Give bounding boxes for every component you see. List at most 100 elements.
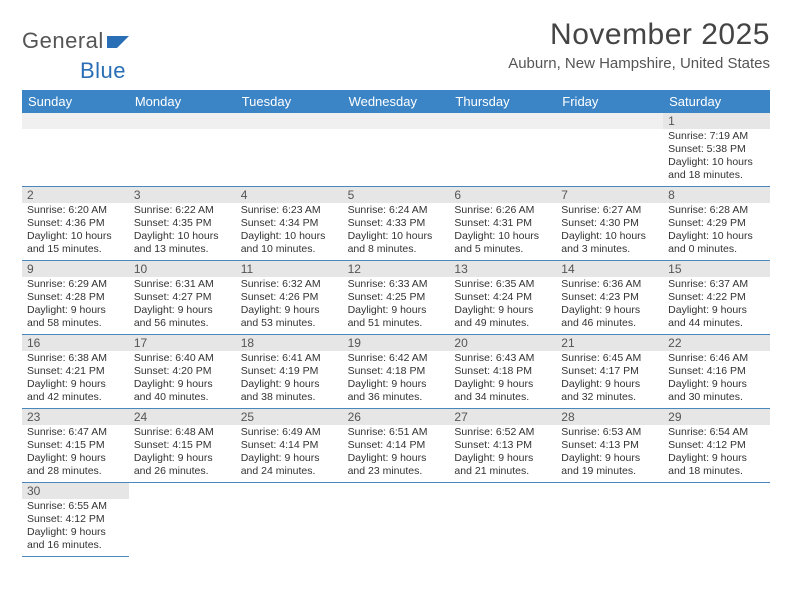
- sunrise-text: Sunrise: 6:52 AM: [454, 426, 551, 439]
- sunrise-text: Sunrise: 6:22 AM: [134, 204, 231, 217]
- day-body: Sunrise: 6:53 AMSunset: 4:13 PMDaylight:…: [556, 425, 663, 481]
- sunset-text: Sunset: 4:35 PM: [134, 217, 231, 230]
- day-body: Sunrise: 6:22 AMSunset: 4:35 PMDaylight:…: [129, 203, 236, 259]
- sunset-text: Sunset: 5:38 PM: [668, 143, 765, 156]
- daylight-text: Daylight: 9 hours and 21 minutes.: [454, 452, 551, 478]
- calendar-day: 5Sunrise: 6:24 AMSunset: 4:33 PMDaylight…: [343, 187, 450, 261]
- sunrise-text: Sunrise: 6:41 AM: [241, 352, 338, 365]
- daylight-text: Daylight: 10 hours and 5 minutes.: [454, 230, 551, 256]
- day-number: 22: [663, 335, 770, 351]
- daylight-text: Daylight: 9 hours and 18 minutes.: [668, 452, 765, 478]
- calendar-body: 1Sunrise: 7:19 AMSunset: 5:38 PMDaylight…: [22, 113, 770, 557]
- calendar-day: 18Sunrise: 6:41 AMSunset: 4:19 PMDayligh…: [236, 335, 343, 409]
- daylight-text: Daylight: 9 hours and 16 minutes.: [27, 526, 124, 552]
- sunrise-text: Sunrise: 6:35 AM: [454, 278, 551, 291]
- day-body: Sunrise: 6:27 AMSunset: 4:30 PMDaylight:…: [556, 203, 663, 259]
- day-number: 5: [343, 187, 450, 203]
- sunrise-text: Sunrise: 6:33 AM: [348, 278, 445, 291]
- day-number: 18: [236, 335, 343, 351]
- dayname-thu: Thursday: [449, 90, 556, 113]
- calendar-day: 15Sunrise: 6:37 AMSunset: 4:22 PMDayligh…: [663, 261, 770, 335]
- dayname-sun: Sunday: [22, 90, 129, 113]
- logo-text-blue: Blue: [80, 58, 126, 83]
- daylight-text: Daylight: 9 hours and 38 minutes.: [241, 378, 338, 404]
- calendar-day: 6Sunrise: 6:26 AMSunset: 4:31 PMDaylight…: [449, 187, 556, 261]
- day-body: Sunrise: 6:28 AMSunset: 4:29 PMDaylight:…: [663, 203, 770, 259]
- daylight-text: Daylight: 9 hours and 28 minutes.: [27, 452, 124, 478]
- calendar-day: 20Sunrise: 6:43 AMSunset: 4:18 PMDayligh…: [449, 335, 556, 409]
- sunrise-text: Sunrise: 6:49 AM: [241, 426, 338, 439]
- day-body: Sunrise: 6:35 AMSunset: 4:24 PMDaylight:…: [449, 277, 556, 333]
- daylight-text: Daylight: 9 hours and 44 minutes.: [668, 304, 765, 330]
- sunrise-text: Sunrise: 6:51 AM: [348, 426, 445, 439]
- day-body: Sunrise: 6:33 AMSunset: 4:25 PMDaylight:…: [343, 277, 450, 333]
- sunrise-text: Sunrise: 6:45 AM: [561, 352, 658, 365]
- day-body: Sunrise: 6:26 AMSunset: 4:31 PMDaylight:…: [449, 203, 556, 259]
- day-number-empty: [22, 113, 129, 129]
- day-number: 24: [129, 409, 236, 425]
- daylight-text: Daylight: 9 hours and 24 minutes.: [241, 452, 338, 478]
- calendar-day: 27Sunrise: 6:52 AMSunset: 4:13 PMDayligh…: [449, 409, 556, 483]
- day-number: 15: [663, 261, 770, 277]
- day-number: 1: [663, 113, 770, 129]
- calendar-day: 7Sunrise: 6:27 AMSunset: 4:30 PMDaylight…: [556, 187, 663, 261]
- calendar-week: 30Sunrise: 6:55 AMSunset: 4:12 PMDayligh…: [22, 483, 770, 557]
- day-number: 28: [556, 409, 663, 425]
- day-number: 26: [343, 409, 450, 425]
- calendar-day-empty: [129, 483, 236, 557]
- calendar-day: 26Sunrise: 6:51 AMSunset: 4:14 PMDayligh…: [343, 409, 450, 483]
- daylight-text: Daylight: 9 hours and 26 minutes.: [134, 452, 231, 478]
- sunset-text: Sunset: 4:29 PM: [668, 217, 765, 230]
- calendar-week: 16Sunrise: 6:38 AMSunset: 4:21 PMDayligh…: [22, 335, 770, 409]
- daylight-text: Daylight: 9 hours and 19 minutes.: [561, 452, 658, 478]
- day-body: Sunrise: 6:49 AMSunset: 4:14 PMDaylight:…: [236, 425, 343, 481]
- sunset-text: Sunset: 4:15 PM: [27, 439, 124, 452]
- calendar-day-empty: [343, 113, 450, 187]
- day-body: Sunrise: 6:41 AMSunset: 4:19 PMDaylight:…: [236, 351, 343, 407]
- title-block: November 2025 Auburn, New Hampshire, Uni…: [508, 18, 770, 72]
- logo: General: [22, 28, 133, 54]
- sunrise-text: Sunrise: 6:28 AM: [668, 204, 765, 217]
- calendar-day-empty: [663, 483, 770, 557]
- day-body: Sunrise: 6:20 AMSunset: 4:36 PMDaylight:…: [22, 203, 129, 259]
- day-body: Sunrise: 6:46 AMSunset: 4:16 PMDaylight:…: [663, 351, 770, 407]
- calendar-day-empty: [449, 483, 556, 557]
- sunrise-text: Sunrise: 6:31 AM: [134, 278, 231, 291]
- day-number-empty: [129, 113, 236, 129]
- calendar-day: 11Sunrise: 6:32 AMSunset: 4:26 PMDayligh…: [236, 261, 343, 335]
- day-number: 25: [236, 409, 343, 425]
- sunrise-text: Sunrise: 7:19 AM: [668, 130, 765, 143]
- calendar-day-empty: [449, 113, 556, 187]
- calendar-day: 2Sunrise: 6:20 AMSunset: 4:36 PMDaylight…: [22, 187, 129, 261]
- sunrise-text: Sunrise: 6:32 AM: [241, 278, 338, 291]
- day-body: Sunrise: 6:43 AMSunset: 4:18 PMDaylight:…: [449, 351, 556, 407]
- daylight-text: Daylight: 10 hours and 13 minutes.: [134, 230, 231, 256]
- sunrise-text: Sunrise: 6:36 AM: [561, 278, 658, 291]
- sunrise-text: Sunrise: 6:23 AM: [241, 204, 338, 217]
- sunrise-text: Sunrise: 6:20 AM: [27, 204, 124, 217]
- calendar-day: 19Sunrise: 6:42 AMSunset: 4:18 PMDayligh…: [343, 335, 450, 409]
- day-number: 27: [449, 409, 556, 425]
- day-body: Sunrise: 6:31 AMSunset: 4:27 PMDaylight:…: [129, 277, 236, 333]
- calendar-day: 12Sunrise: 6:33 AMSunset: 4:25 PMDayligh…: [343, 261, 450, 335]
- day-number: 19: [343, 335, 450, 351]
- sunrise-text: Sunrise: 6:43 AM: [454, 352, 551, 365]
- sunrise-text: Sunrise: 6:42 AM: [348, 352, 445, 365]
- sunset-text: Sunset: 4:23 PM: [561, 291, 658, 304]
- day-number: 7: [556, 187, 663, 203]
- calendar-day-empty: [236, 483, 343, 557]
- calendar-day: 21Sunrise: 6:45 AMSunset: 4:17 PMDayligh…: [556, 335, 663, 409]
- sunset-text: Sunset: 4:12 PM: [27, 513, 124, 526]
- sunset-text: Sunset: 4:21 PM: [27, 365, 124, 378]
- calendar-day: 8Sunrise: 6:28 AMSunset: 4:29 PMDaylight…: [663, 187, 770, 261]
- calendar-day-empty: [343, 483, 450, 557]
- month-title: November 2025: [508, 18, 770, 52]
- day-number-empty: [556, 113, 663, 129]
- dayname-fri: Friday: [556, 90, 663, 113]
- sunset-text: Sunset: 4:22 PM: [668, 291, 765, 304]
- daylight-text: Daylight: 10 hours and 18 minutes.: [668, 156, 765, 182]
- daylight-text: Daylight: 9 hours and 46 minutes.: [561, 304, 658, 330]
- sunset-text: Sunset: 4:13 PM: [561, 439, 658, 452]
- daylight-text: Daylight: 9 hours and 23 minutes.: [348, 452, 445, 478]
- day-number: 10: [129, 261, 236, 277]
